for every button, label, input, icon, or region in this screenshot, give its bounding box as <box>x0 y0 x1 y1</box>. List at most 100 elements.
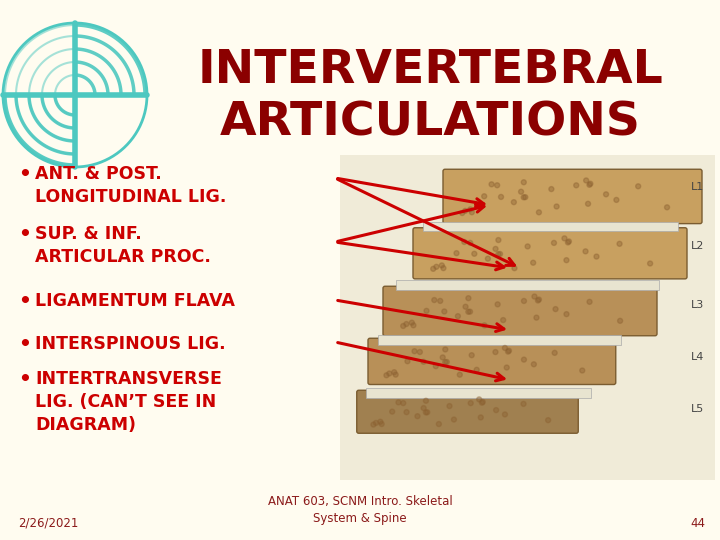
Circle shape <box>567 239 572 244</box>
Circle shape <box>424 308 429 313</box>
Circle shape <box>447 403 452 409</box>
Circle shape <box>468 240 473 245</box>
Text: INTERVERTEBRAL: INTERVERTEBRAL <box>197 48 663 93</box>
Text: INTERTRANSVERSE
LIG. (CAN’T SEE IN
DIAGRAM): INTERTRANSVERSE LIG. (CAN’T SEE IN DIAGR… <box>35 370 222 434</box>
Circle shape <box>401 401 406 406</box>
Bar <box>366 388 591 398</box>
Text: ARTICULATIONS: ARTICULATIONS <box>220 100 641 145</box>
Text: SUP. & INF.
ARTICULAR PROC.: SUP. & INF. ARTICULAR PROC. <box>35 225 211 266</box>
Circle shape <box>583 249 588 254</box>
Circle shape <box>421 359 426 364</box>
Circle shape <box>521 357 526 362</box>
Circle shape <box>500 318 505 322</box>
Circle shape <box>587 299 592 305</box>
Text: 2/26/2021: 2/26/2021 <box>18 517 78 530</box>
Circle shape <box>505 349 510 354</box>
Circle shape <box>466 309 471 314</box>
Bar <box>340 155 715 480</box>
Text: L5: L5 <box>690 403 703 414</box>
Circle shape <box>617 241 622 246</box>
Circle shape <box>493 349 498 355</box>
Circle shape <box>438 299 443 303</box>
Circle shape <box>415 414 420 418</box>
Text: INTERSPINOUS LIG.: INTERSPINOUS LIG. <box>35 335 225 353</box>
FancyBboxPatch shape <box>383 286 657 336</box>
Text: L4: L4 <box>690 352 703 361</box>
Circle shape <box>474 367 480 372</box>
Circle shape <box>482 194 487 199</box>
Circle shape <box>404 410 409 415</box>
Circle shape <box>387 371 392 376</box>
FancyBboxPatch shape <box>368 338 616 384</box>
Circle shape <box>585 201 590 206</box>
Circle shape <box>552 350 557 355</box>
Circle shape <box>436 422 441 427</box>
Circle shape <box>506 348 511 353</box>
Circle shape <box>423 399 428 403</box>
Text: •: • <box>18 165 31 184</box>
Circle shape <box>441 266 446 271</box>
Circle shape <box>480 400 485 404</box>
Circle shape <box>523 194 528 200</box>
Circle shape <box>665 205 670 210</box>
Circle shape <box>603 192 608 197</box>
Circle shape <box>554 204 559 209</box>
Circle shape <box>504 365 509 370</box>
Circle shape <box>521 195 526 200</box>
FancyBboxPatch shape <box>443 169 702 224</box>
Circle shape <box>439 263 444 268</box>
Circle shape <box>521 299 526 303</box>
FancyBboxPatch shape <box>356 390 578 433</box>
Circle shape <box>482 323 487 328</box>
Circle shape <box>371 422 376 427</box>
Circle shape <box>511 200 516 205</box>
Circle shape <box>546 417 551 423</box>
Circle shape <box>512 266 517 271</box>
Circle shape <box>463 304 468 309</box>
Circle shape <box>378 419 383 424</box>
Circle shape <box>498 252 503 256</box>
Circle shape <box>390 409 395 414</box>
Circle shape <box>412 349 417 354</box>
Circle shape <box>562 236 567 241</box>
Circle shape <box>503 412 508 417</box>
Text: •: • <box>18 225 31 244</box>
Circle shape <box>444 360 449 365</box>
Circle shape <box>496 252 501 256</box>
Circle shape <box>498 194 503 199</box>
Circle shape <box>532 294 537 299</box>
Circle shape <box>587 183 592 187</box>
Circle shape <box>496 238 501 242</box>
Circle shape <box>478 415 483 420</box>
Circle shape <box>392 370 397 375</box>
Circle shape <box>495 183 500 188</box>
Circle shape <box>552 240 557 245</box>
Circle shape <box>466 296 471 301</box>
Circle shape <box>451 417 456 422</box>
Circle shape <box>442 309 447 314</box>
Text: L2: L2 <box>690 241 703 251</box>
Circle shape <box>477 397 482 402</box>
Circle shape <box>553 307 558 312</box>
Circle shape <box>469 210 474 215</box>
Circle shape <box>549 187 554 192</box>
Circle shape <box>425 410 430 415</box>
Circle shape <box>534 315 539 320</box>
Circle shape <box>574 183 579 188</box>
Circle shape <box>411 323 416 328</box>
Circle shape <box>565 240 570 245</box>
Circle shape <box>614 198 619 202</box>
Circle shape <box>536 298 541 303</box>
Circle shape <box>462 239 467 245</box>
Text: •: • <box>18 370 31 389</box>
Circle shape <box>467 309 472 314</box>
Circle shape <box>384 373 389 378</box>
Circle shape <box>618 318 623 323</box>
Circle shape <box>463 208 468 213</box>
Circle shape <box>421 406 426 410</box>
Circle shape <box>564 312 569 316</box>
Circle shape <box>468 207 473 212</box>
Circle shape <box>580 368 585 373</box>
Circle shape <box>518 189 523 194</box>
Circle shape <box>434 264 439 269</box>
